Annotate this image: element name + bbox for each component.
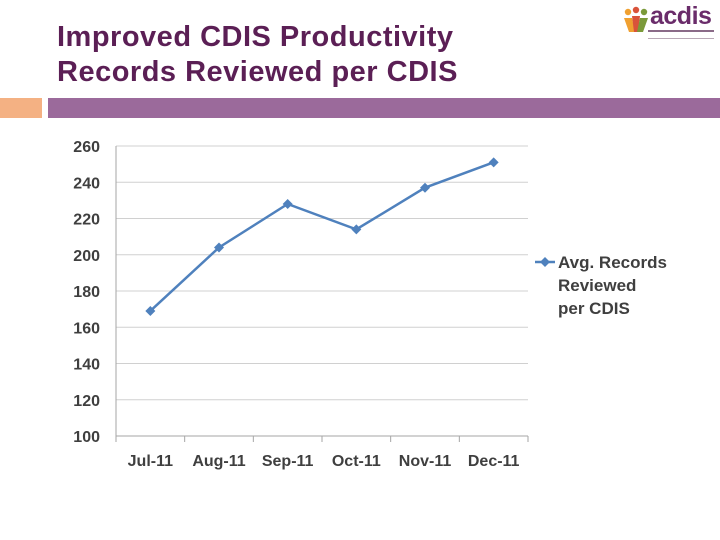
legend-label: per CDIS	[558, 299, 630, 318]
x-tick-label: Nov-11	[399, 453, 452, 470]
accent-bar-purple	[48, 98, 720, 118]
logo-text: acdis	[650, 2, 712, 30]
y-tick-label: 180	[73, 284, 100, 301]
legend: Avg. Records Reviewed per CDIS	[535, 253, 667, 318]
y-tick-label: 120	[73, 393, 100, 410]
y-tick-labels: 100 120 140 160 180 200 220 240 260	[73, 139, 100, 446]
gridlines	[116, 145, 528, 401]
acdis-logo: acdis	[622, 2, 716, 39]
x-tick-label: Dec-11	[468, 453, 520, 470]
acdis-people-logo-icon	[624, 6, 648, 32]
x-tick-label: Aug-11	[192, 453, 245, 470]
x-tick-label: Jul-11	[128, 453, 173, 470]
y-tick-label: 100	[73, 429, 100, 446]
legend-label: Avg. Records	[558, 253, 667, 272]
y-tick-label: 260	[73, 139, 100, 156]
data-point	[420, 182, 430, 193]
legend-marker	[540, 257, 550, 267]
x-tick-label: Sep-11	[262, 453, 314, 470]
data-point	[145, 305, 156, 316]
data-point	[488, 157, 499, 168]
axes	[115, 146, 529, 442]
data-point	[282, 199, 293, 209]
accent-bar-orange	[0, 98, 42, 118]
legend-label: Reviewed	[558, 276, 636, 295]
slide-title: Improved CDIS Productivity Records Revie…	[57, 20, 458, 90]
y-tick-label: 220	[73, 212, 100, 229]
x-tick-label: Oct-11	[332, 453, 381, 470]
y-tick-label: 240	[73, 175, 100, 192]
series-line	[149, 161, 495, 312]
slide-title-line-1: Improved CDIS Productivity	[57, 21, 454, 53]
y-tick-label: 160	[73, 320, 100, 337]
data-point	[214, 242, 224, 253]
x-tick-labels: Jul-11 Aug-11 Sep-11 Oct-11 Nov-11 Dec-11	[128, 453, 520, 470]
series-avg-records	[145, 157, 499, 316]
slide-title-line-2: Records Reviewed per CDIS	[57, 56, 458, 88]
data-point	[351, 224, 362, 235]
y-tick-label: 200	[73, 248, 100, 265]
y-tick-label: 140	[73, 357, 100, 374]
logo-tagline	[648, 30, 714, 39]
